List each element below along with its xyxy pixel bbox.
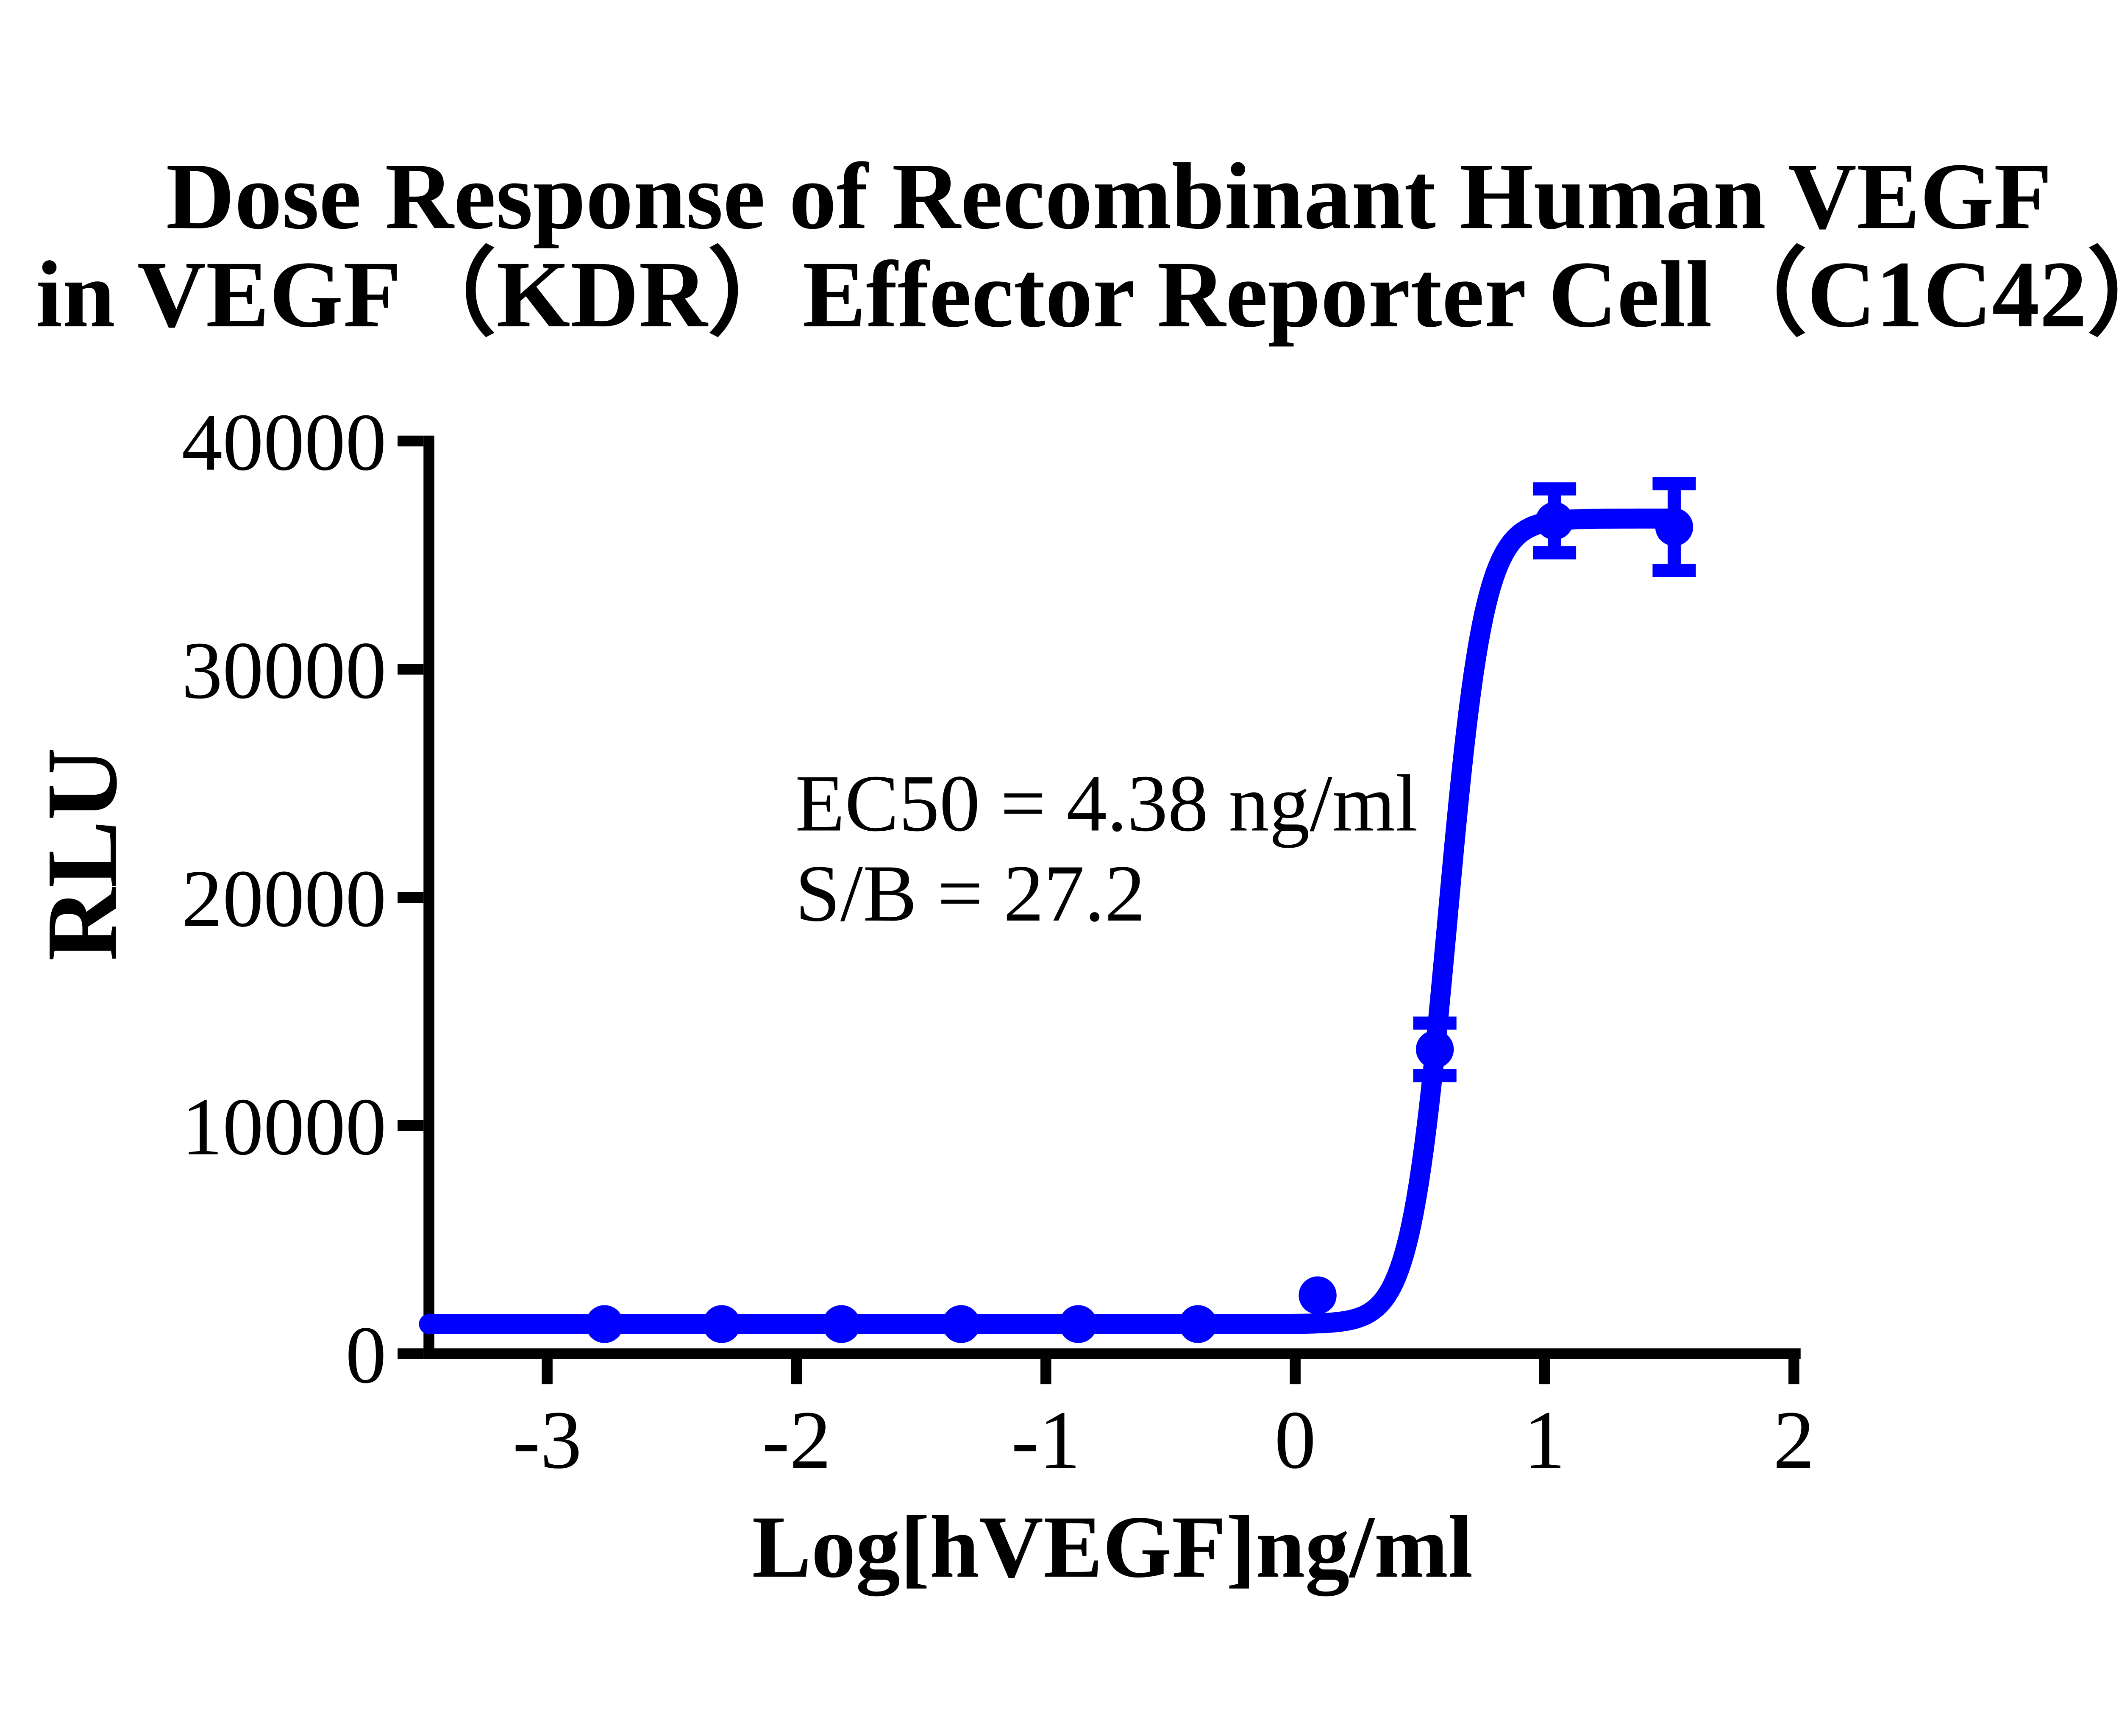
signal-background-annotation: S/B = 27.2 [795, 849, 1145, 938]
y-axis-line [423, 435, 434, 1359]
x-tick [791, 1359, 802, 1385]
chart-title-line2: in VEGF（KDR）Effector Reporter Cell（C1C42… [36, 242, 2119, 347]
data-point [1415, 1030, 1454, 1068]
y-axis-title: RLU [26, 747, 138, 961]
x-tick-label: 1 [1524, 1394, 1566, 1486]
y-tick [398, 1120, 424, 1131]
y-axis-ticks: 0 10000 20000 30000 40000 [182, 397, 424, 1400]
y-tick [398, 892, 424, 903]
dose-response-curve [419, 508, 1683, 1334]
data-point [703, 1305, 741, 1343]
x-tick-label: 0 [1274, 1394, 1316, 1486]
y-tick [398, 1348, 424, 1359]
data-point [942, 1305, 980, 1343]
x-axis-ticks: -3 -2 -1 0 1 2 [512, 1359, 1815, 1486]
x-tick-label: -3 [512, 1394, 581, 1486]
data-point [585, 1305, 624, 1343]
y-tick-label: 40000 [182, 397, 387, 487]
x-axis-line [423, 1348, 1801, 1359]
data-point [1059, 1305, 1097, 1343]
data-point [1535, 502, 1574, 540]
x-tick [1040, 1359, 1051, 1385]
data-point [1299, 1276, 1337, 1314]
y-tick-label: 20000 [182, 853, 387, 944]
x-tick-label: -1 [1011, 1394, 1080, 1486]
x-tick [542, 1359, 553, 1385]
chart-background [0, 76, 2119, 1660]
y-tick-label: 0 [345, 1310, 387, 1400]
x-tick-label: -2 [762, 1394, 831, 1486]
chart-title-line1: Dose Response of Recombinant Human VEGF [166, 143, 2052, 249]
data-point [1179, 1305, 1217, 1343]
x-axis-title: Log[hVEGF]ng/ml [752, 1498, 1473, 1596]
y-tick-label: 10000 [182, 1081, 387, 1172]
y-tick [398, 435, 424, 447]
data-point-layer [585, 502, 1694, 1343]
ec50-annotation: EC50 = 4.38 ng/ml [795, 759, 1418, 849]
data-point [1655, 508, 1694, 546]
data-point [822, 1305, 861, 1343]
fit-curve-layer [419, 508, 1683, 1334]
y-tick [398, 664, 424, 675]
x-tick [1290, 1359, 1301, 1385]
x-tick [1788, 1359, 1799, 1385]
y-tick-label: 30000 [182, 625, 387, 716]
x-tick-label: 2 [1773, 1394, 1815, 1486]
x-tick [1539, 1359, 1550, 1385]
